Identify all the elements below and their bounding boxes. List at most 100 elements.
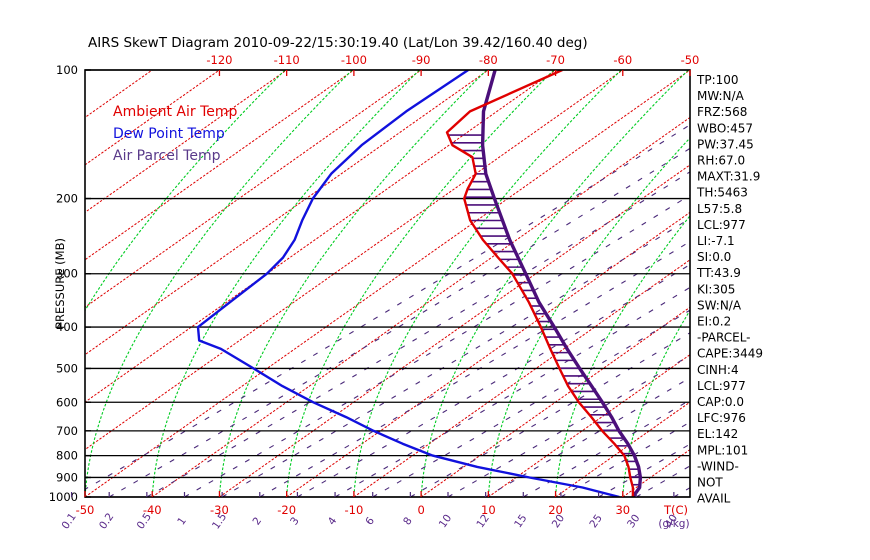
- moist-adiabat-line: [622, 309, 690, 497]
- sidebar-parameter: AVAIL: [697, 492, 731, 506]
- pressure-tick-label: 400: [56, 320, 78, 334]
- mixing-ratio-line: [334, 286, 690, 497]
- mixing-ratio-line: [85, 124, 690, 490]
- moist-adiabat-line: [555, 214, 690, 497]
- moist-adiabat-line: [151, 70, 420, 497]
- sidebar-parameter: MPL:101: [697, 443, 748, 457]
- bottom-temp-tick-label: 20: [548, 503, 563, 517]
- mixing-ratio-line: [184, 194, 690, 497]
- sidebar-parameter: CAP:0.0: [697, 395, 744, 409]
- mixing-ratio-line: [485, 377, 690, 497]
- pressure-tick-label: 100: [56, 63, 78, 77]
- dew-point-temp-curve: [196, 70, 620, 497]
- dry-adiabat-line: [85, 70, 422, 308]
- ambient-air-temp-curve: [445, 70, 635, 497]
- pressure-tick-label: 700: [56, 424, 78, 438]
- bottom-temp-tick-label: -30: [210, 503, 229, 517]
- mixing-ratio-line: [523, 399, 690, 497]
- legend-layer: Ambient Air Temp Dew Point Temp Air Parcel…: [113, 104, 238, 164]
- plot-frame: [84, 69, 691, 498]
- bottom-temp-tick-label: -40: [143, 503, 162, 517]
- moist-adiabat-line: [85, 70, 286, 312]
- dry-adiabat-line: [151, 116, 690, 497]
- page-title: AIRS SkewT Diagram 2010-09-22/15:30:19.4…: [88, 35, 588, 51]
- moist-adiabat-line: [286, 70, 555, 497]
- plot-border: [84, 69, 691, 498]
- pressure-tick-label: 500: [56, 361, 78, 375]
- dry-adiabat-line: [286, 211, 690, 497]
- legend-item-1: Ambient Air Temp: [113, 104, 238, 120]
- temperature-unit-label: T(C): [663, 503, 688, 517]
- sidebar-parameter: TH:5463: [696, 186, 748, 200]
- sidebar-parameter: MAXT:31.9: [697, 170, 760, 184]
- sidebar-parameter: LI:-7.1: [697, 234, 735, 248]
- mixing-ratio-line: [297, 263, 690, 497]
- sidebar-parameter: LFC:976: [697, 411, 746, 425]
- sidebar-parameter: FRZ:568: [697, 105, 747, 119]
- bottom-temp-tick-label: 30: [615, 503, 630, 517]
- parameter-sidebar: TP:100 MW:N/A FRZ:568 WBO:457 PW:37.45 RH:67.…: [696, 73, 763, 506]
- dry-adiabat-line: [85, 70, 690, 497]
- moist-adiabat-line: [487, 137, 690, 497]
- sidebar-parameter: -PARCEL-: [697, 331, 751, 345]
- top-temp-tick-label: -60: [613, 53, 632, 67]
- sidebar-parameter: PW:37.45: [697, 137, 754, 151]
- moist-adiabat-line: [85, 70, 353, 497]
- dry-adiabat-line: [85, 70, 220, 166]
- sidebar-parameter: CINH:4: [697, 363, 739, 377]
- mixing-ratio-line: [146, 171, 690, 497]
- moist-adiabat-line: [420, 70, 689, 497]
- mixing-ratio-line: [221, 217, 690, 497]
- bottom-temp-tick-label: -20: [277, 503, 296, 517]
- pressure-tick-label: 800: [56, 449, 78, 463]
- sidebar-parameter: RH:67.0: [697, 154, 745, 168]
- dry-adiabat-line: [219, 164, 690, 497]
- sidebar-parameter: TP:100: [696, 73, 739, 87]
- mixing-ratio-line: [108, 147, 690, 497]
- legend-item-2: Dew Point Temp: [113, 126, 225, 142]
- top-temp-tick-label: -50: [681, 53, 700, 67]
- legend-item-3: Air Parcel Temp: [113, 148, 221, 164]
- mixing-ratio-line: [372, 309, 690, 497]
- top-temp-tick-label: -70: [546, 53, 565, 67]
- sidebar-parameter: LCL:977: [697, 218, 746, 232]
- mixing-ratio-unit-label: (g/kg): [658, 518, 689, 530]
- sidebar-parameter: CAPE:3449: [697, 347, 763, 361]
- sidebar-parameter: TT:43.9: [696, 266, 741, 280]
- sidebar-parameter: L57:5.8: [697, 202, 742, 216]
- cape-hatch-region: [448, 134, 641, 494]
- top-temp-tick-label: -120: [206, 53, 232, 67]
- sidebar-parameter: MW:N/A: [697, 89, 745, 103]
- moist-adiabat-line: [353, 70, 622, 497]
- sidebar-parameter: NOT: [697, 476, 723, 490]
- mixing-ratio-line: [560, 421, 690, 497]
- pressure-tick-label: 1000: [49, 490, 78, 504]
- sidebar-parameter: EI:0.2: [697, 315, 731, 329]
- grid-layer: [85, 69, 690, 498]
- dry-adiabat-line: [85, 70, 355, 261]
- dry-adiabat-line: [353, 259, 690, 497]
- sidebar-parameter: SI:0.0: [697, 250, 731, 264]
- sidebar-parameter: LCL:977: [697, 379, 746, 393]
- pressure-tick-label: 200: [56, 192, 78, 206]
- top-temp-tick-label: -110: [274, 53, 300, 67]
- top-temp-tick-label: -100: [341, 53, 367, 67]
- pressure-tick-label: 300: [56, 267, 78, 281]
- dry-adiabat-line: [85, 70, 489, 356]
- mixing-ratio-line: [259, 240, 690, 497]
- sidebar-parameter: WBO:457: [697, 121, 753, 135]
- sidebar-parameter: -WIND-: [697, 459, 739, 473]
- sidebar-parameter: SW:N/A: [697, 298, 742, 312]
- bottom-temp-tick-label: 10: [481, 503, 496, 517]
- sidebar-parameter: KI:305: [697, 282, 735, 296]
- top-temp-tick-label: -80: [479, 53, 498, 67]
- sidebar-parameter: EL:142: [697, 427, 738, 441]
- bottom-temp-tick-label: -10: [344, 503, 363, 517]
- top-temp-tick-label: -90: [412, 53, 431, 67]
- dry-adiabat-line: [85, 70, 624, 451]
- mixing-ratio-line: [447, 354, 690, 497]
- curve-layer: [196, 70, 643, 497]
- dry-adiabat-line: [85, 70, 287, 213]
